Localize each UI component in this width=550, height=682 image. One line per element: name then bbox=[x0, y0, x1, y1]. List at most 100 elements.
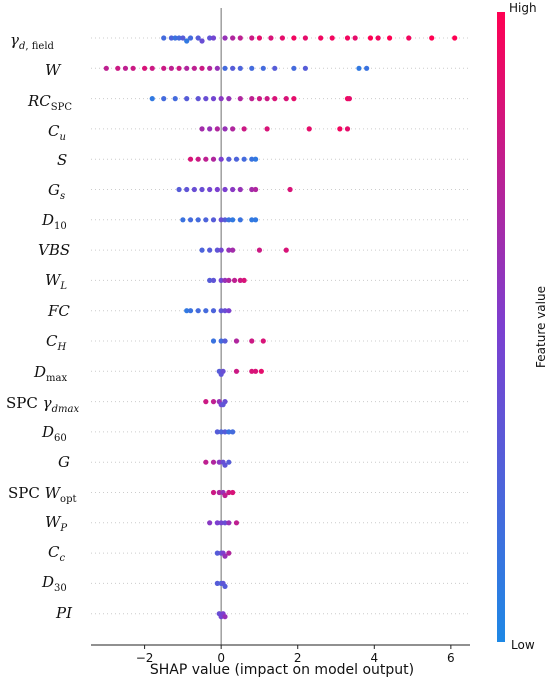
shap-point bbox=[191, 186, 197, 193]
shap-point bbox=[233, 338, 240, 344]
shap-point bbox=[230, 35, 236, 41]
shap-point bbox=[172, 96, 178, 102]
shap-point bbox=[249, 156, 255, 162]
shap-point bbox=[218, 429, 224, 435]
shap-point bbox=[253, 156, 259, 162]
data-points bbox=[103, 35, 458, 620]
shap-point bbox=[318, 35, 324, 41]
feature-label-cu: Cu bbox=[48, 122, 66, 143]
feature-label-wp: WP bbox=[45, 513, 67, 534]
shap-point bbox=[184, 65, 190, 71]
feature-label-d30: D30 bbox=[41, 573, 67, 594]
shap-point bbox=[187, 156, 194, 162]
shap-point bbox=[233, 156, 240, 162]
shap-point bbox=[222, 583, 228, 590]
shap-point bbox=[141, 65, 148, 71]
shap-point bbox=[287, 186, 293, 193]
shap-point bbox=[226, 489, 232, 496]
feature-label-gs: Gs bbox=[48, 181, 65, 202]
shap-point bbox=[199, 186, 205, 193]
shap-point bbox=[199, 247, 205, 253]
shap-point bbox=[222, 277, 228, 283]
shap-point bbox=[230, 186, 236, 193]
feature-label-w: W bbox=[45, 61, 62, 79]
shap-point bbox=[176, 65, 182, 71]
shap-point bbox=[272, 65, 278, 71]
shap-point bbox=[226, 277, 232, 283]
shap-point bbox=[241, 277, 247, 283]
shap-point bbox=[149, 96, 155, 102]
shap-point bbox=[203, 308, 209, 314]
shap-point bbox=[210, 308, 217, 314]
feature-label-vbs: VBS bbox=[38, 241, 70, 259]
shap-point bbox=[356, 65, 362, 71]
shap-point bbox=[222, 217, 228, 223]
shap-point bbox=[344, 126, 351, 132]
shap-point bbox=[210, 399, 217, 405]
shap-point bbox=[187, 308, 194, 314]
shap-point bbox=[199, 65, 205, 71]
shap-point bbox=[176, 35, 182, 41]
shap-point bbox=[103, 65, 109, 71]
shap-point bbox=[222, 553, 228, 559]
shap-point bbox=[207, 247, 213, 253]
shap-point bbox=[207, 520, 213, 526]
shap-point bbox=[210, 459, 217, 465]
shap-point bbox=[218, 247, 224, 253]
shap-point bbox=[230, 126, 236, 132]
x-tick-label: 2 bbox=[294, 651, 302, 665]
shap-point bbox=[214, 550, 220, 556]
shap-point bbox=[214, 247, 220, 253]
shap-point bbox=[306, 126, 312, 132]
shap-point bbox=[195, 217, 201, 223]
shap-point bbox=[230, 247, 236, 253]
shap-point bbox=[230, 217, 236, 223]
shap-point bbox=[233, 520, 240, 526]
shap-point bbox=[268, 35, 274, 41]
shap-point bbox=[249, 65, 255, 71]
feature-label-spc-wopt: SPC Wopt bbox=[8, 484, 77, 505]
shap-point bbox=[367, 35, 374, 41]
shap-point bbox=[207, 277, 213, 283]
shap-point bbox=[222, 35, 228, 41]
shap-point bbox=[329, 35, 335, 41]
shap-point bbox=[218, 96, 224, 102]
shap-point bbox=[231, 277, 238, 283]
shap-point bbox=[195, 96, 201, 102]
shap-point bbox=[375, 35, 381, 41]
shap-point bbox=[214, 520, 220, 526]
shap-point bbox=[168, 65, 174, 71]
shap-point bbox=[214, 126, 220, 132]
shap-point bbox=[291, 35, 297, 41]
shap-point bbox=[222, 126, 228, 132]
shap-point bbox=[203, 459, 209, 465]
x-ticks: −2 0 2 4 6 bbox=[136, 645, 455, 665]
shap-point bbox=[161, 65, 167, 71]
shap-point bbox=[210, 156, 217, 162]
feature-label-fc: FC bbox=[47, 302, 70, 320]
shap-point bbox=[249, 96, 255, 102]
shap-point bbox=[216, 459, 222, 465]
shap-point bbox=[264, 96, 270, 102]
shap-point bbox=[237, 277, 243, 283]
shap-point bbox=[187, 35, 194, 41]
shap-point bbox=[207, 186, 213, 193]
x-tick-label: 4 bbox=[370, 651, 378, 665]
shap-point bbox=[149, 65, 155, 71]
shap-point bbox=[115, 65, 121, 71]
shap-point bbox=[241, 156, 247, 162]
feature-label-dmax: Dmax bbox=[33, 363, 67, 384]
shap-point bbox=[218, 520, 224, 526]
shap-point bbox=[429, 35, 435, 41]
shap-point bbox=[180, 217, 186, 223]
colorbar bbox=[497, 12, 505, 642]
shap-point bbox=[230, 489, 236, 496]
shap-point bbox=[222, 462, 228, 468]
shap-point bbox=[176, 186, 182, 193]
shap-point bbox=[172, 35, 178, 41]
grid-lines bbox=[91, 37, 470, 615]
shap-point bbox=[203, 217, 209, 223]
shap-point bbox=[256, 35, 263, 41]
shap-point bbox=[226, 429, 232, 435]
shap-point bbox=[249, 338, 255, 344]
